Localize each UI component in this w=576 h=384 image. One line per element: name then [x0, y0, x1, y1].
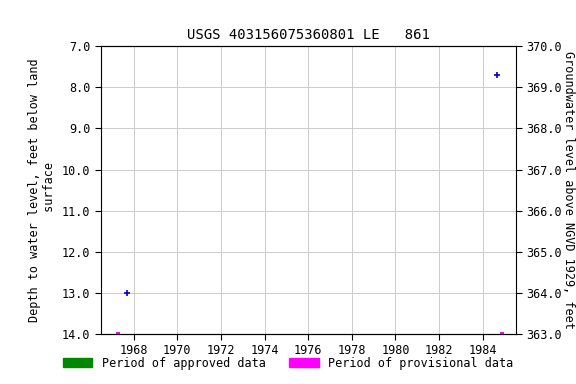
Y-axis label: Depth to water level, feet below land
 surface: Depth to water level, feet below land su…: [28, 58, 56, 322]
Title: USGS 403156075360801 LE   861: USGS 403156075360801 LE 861: [187, 28, 430, 42]
Legend: Period of approved data, Period of provisional data: Period of approved data, Period of provi…: [58, 352, 518, 374]
Y-axis label: Groundwater level above NGVD 1929, feet: Groundwater level above NGVD 1929, feet: [562, 51, 575, 329]
